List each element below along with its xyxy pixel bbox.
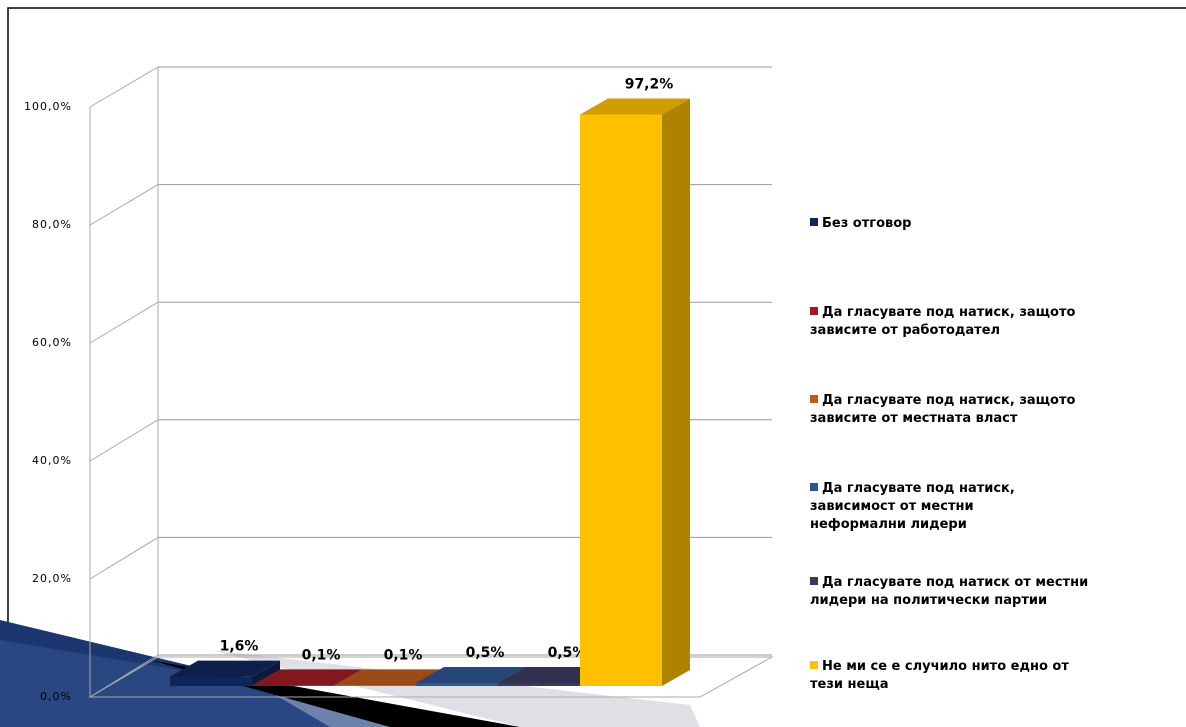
legend-entry: Да гласувате под натиск, зависимост от м… [810,480,1015,534]
legend-swatch [810,395,818,403]
y-tick-label: 20,0% [32,572,72,585]
bar-face [580,114,662,687]
legend-swatch [810,483,818,491]
bar-face [334,669,444,686]
legend-entry: Не ми се е случило нито едно от тези нещ… [810,658,1069,694]
grid-line [89,654,159,698]
legend-entry: Да гласувате под натиск, защото зависите… [810,392,1075,428]
bar-face [170,660,280,677]
y-tick-label: 40,0% [32,454,72,467]
data-label: 0,1% [384,647,423,663]
data-label: 1,6% [220,639,259,655]
bar-face [498,683,580,686]
frame [7,7,1186,727]
bar-face [580,98,690,115]
legend-swatch [810,661,818,669]
legend-label: Без отговор [822,216,912,231]
grid-line [89,419,159,462]
grid-line [89,184,159,226]
legend-swatch [810,218,818,226]
legend-label: Да гласувате под натиск, защото зависите… [810,393,1076,426]
legend-label: Не ми се е случило нито едно от тези нещ… [810,659,1069,692]
floor [88,656,774,698]
bar-face [662,98,690,687]
data-label: 97,2% [625,76,674,92]
bar-face [252,685,334,686]
legend-entry: Без отговор [810,215,911,233]
bar-face [334,685,416,686]
legend-entry: Да гласувате под натиск, защото зависите… [810,304,1075,340]
bar-face [416,683,498,686]
decor [210,650,700,727]
bar-face [252,669,362,686]
grid-line [89,536,159,580]
legend-label: Да гласувате под натиск от местни лидери… [810,575,1089,608]
grid-line [89,301,159,344]
bar-face [416,667,526,684]
legend-swatch [810,577,818,585]
legend-swatch [810,307,818,315]
bar-face [252,660,280,686]
y-tick-label: 80,0% [32,218,72,231]
y-tick-label: 60,0% [32,336,72,349]
legend-label: Да гласувате под натиск, защото зависите… [810,305,1076,338]
y-tick-label: 0,0% [40,690,72,703]
y-tick-label: 100,0% [24,100,72,113]
data-label: 0,5% [548,645,587,661]
bar [580,98,690,687]
data-label: 0,5% [466,645,505,661]
bar [170,660,280,686]
bar-face [170,676,252,686]
data-label: 0,1% [302,647,341,663]
legend-entry: Да гласувате под натиск от местни лидери… [810,574,1088,610]
grid-line [89,66,159,108]
legend-label: Да гласувате под натиск, зависимост от м… [810,481,1015,532]
